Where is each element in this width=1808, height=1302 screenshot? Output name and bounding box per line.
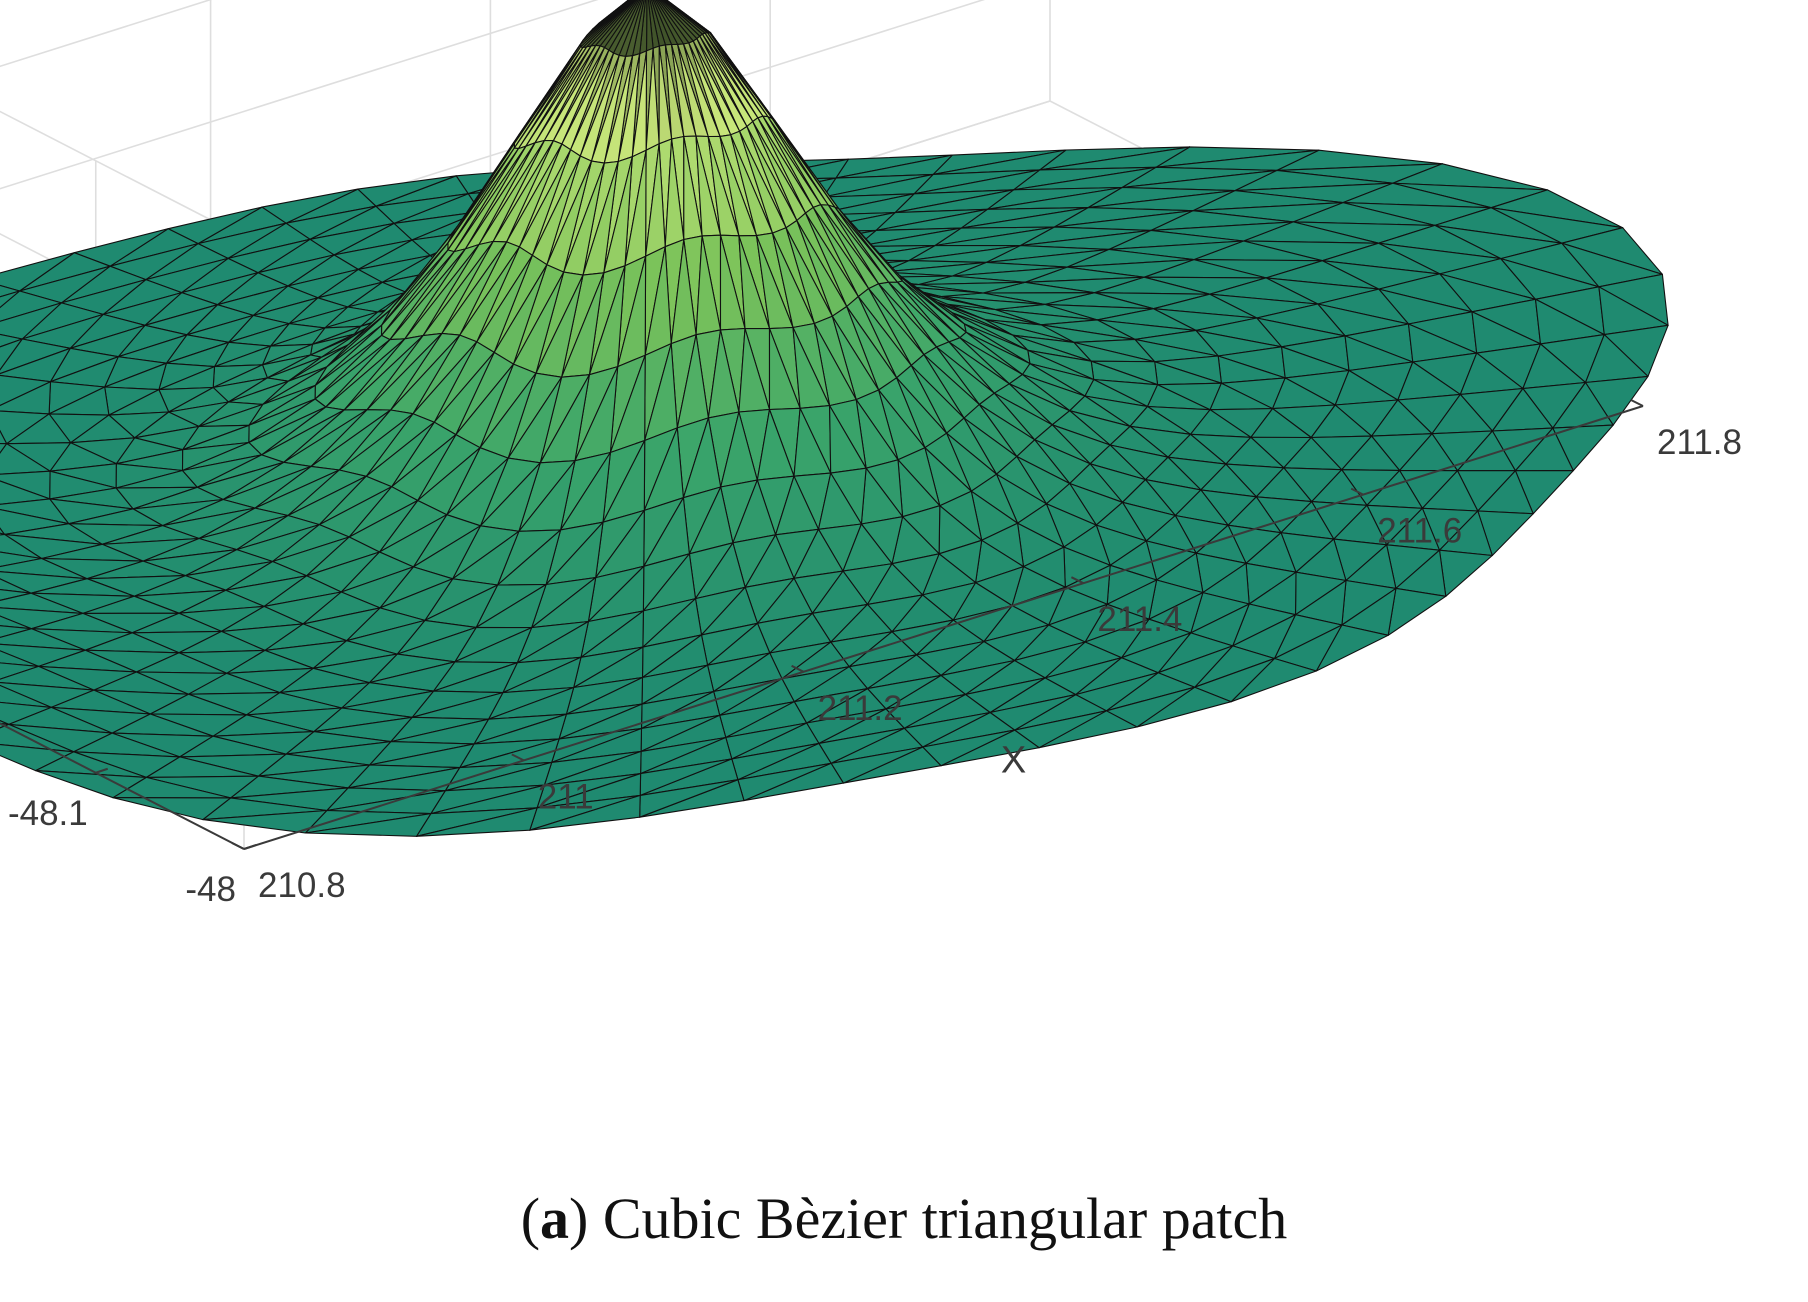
x-tick-label: 210.8 <box>258 866 346 905</box>
figure-caption: (a) Cubic Bèzier triangular patch <box>0 1185 1808 1252</box>
y-tick-label: -48.1 <box>8 794 88 833</box>
mesh-triangle <box>663 0 706 34</box>
mesh-triangle <box>1387 587 1447 636</box>
mesh-triangle <box>112 797 232 821</box>
mesh-triangle <box>0 533 43 560</box>
y-axis-line <box>0 722 245 850</box>
mesh-triangle <box>529 794 641 831</box>
x-tick-mark <box>231 842 245 850</box>
surface-mesh <box>0 0 1669 837</box>
mesh-triangle <box>0 252 75 292</box>
y-tick-label: -48 <box>185 870 236 909</box>
caption-text: Cubic Bèzier triangular patch <box>588 1186 1288 1251</box>
mesh-triangle <box>1438 549 1493 597</box>
x-tick-mark <box>1350 487 1364 496</box>
x-axis-label: X <box>1001 740 1026 782</box>
y-tick-mark <box>243 844 257 850</box>
mesh-triangle <box>0 684 52 708</box>
y-tick-mark <box>95 767 109 774</box>
grid-line-z-side <box>0 110 245 238</box>
caption-label: a <box>540 1186 570 1251</box>
mesh-triangle <box>0 290 21 309</box>
caption-open-paren: ( <box>520 1186 541 1251</box>
grid-line-z-back <box>0 0 599 190</box>
mesh-triangle <box>0 527 6 535</box>
x-tick-label: 211.8 <box>1657 423 1742 462</box>
mesh-triangle <box>0 302 62 340</box>
mesh-triangle <box>202 809 328 834</box>
mesh-triangle <box>0 333 23 348</box>
x-tick-mark <box>1070 576 1084 585</box>
grid-line-z-back <box>0 0 1050 54</box>
mesh-triangle <box>598 0 630 24</box>
mesh-triangle <box>0 338 23 371</box>
mesh-triangle <box>664 0 708 34</box>
x-tick-mark <box>1630 399 1644 407</box>
mesh-triangle <box>0 578 32 594</box>
surface-plot: 210.8211211.2211.4211.6211.8-48-48.1-48.… <box>0 0 1742 909</box>
tick-labels: 210.8211211.2211.4211.6211.8-48-48.1-48.… <box>8 423 1742 909</box>
x-tick-label: 211.2 <box>818 689 903 728</box>
axes <box>0 399 1644 850</box>
mesh-triangle <box>415 807 538 837</box>
caption-close-paren: ) <box>569 1186 589 1251</box>
mesh-triangle <box>0 650 40 667</box>
x-tick-mark <box>511 753 525 762</box>
mesh-triangle <box>304 813 432 837</box>
mesh-triangle <box>0 615 33 630</box>
x-tick-label: 211 <box>538 777 594 816</box>
x-tick-mark <box>791 664 805 673</box>
x-tick-label: 211.4 <box>1097 600 1182 639</box>
mesh-triangle <box>592 0 630 30</box>
x-axis-line <box>243 405 1644 850</box>
x-tick-label: 211.6 <box>1377 512 1462 551</box>
mesh-triangle <box>0 284 21 298</box>
mesh-triangle <box>0 429 8 445</box>
